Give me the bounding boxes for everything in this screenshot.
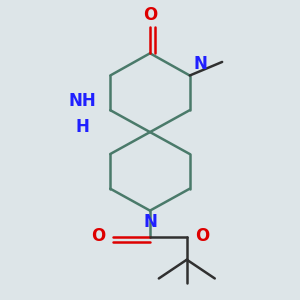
Text: O: O [143, 6, 157, 24]
Text: NH: NH [68, 92, 96, 110]
Text: O: O [92, 227, 106, 245]
Text: O: O [195, 227, 209, 245]
Text: N: N [143, 213, 157, 231]
Text: N: N [193, 55, 207, 73]
Text: H: H [76, 118, 90, 136]
